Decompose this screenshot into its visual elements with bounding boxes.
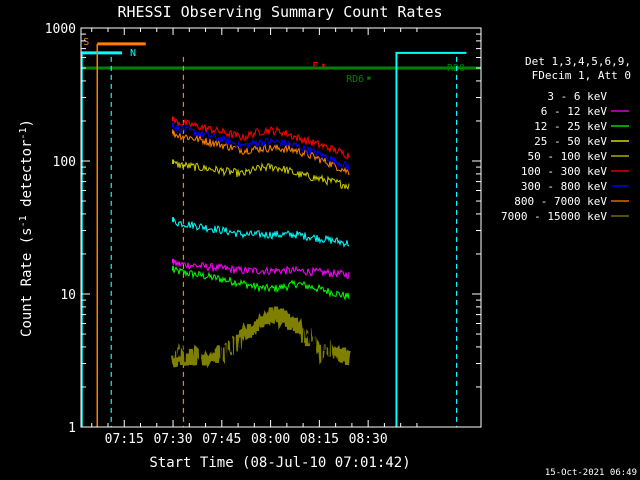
y-axis-label-sup2: -1 <box>18 127 29 139</box>
x-tick-label: 07:30 <box>153 432 192 447</box>
x-tick-label: 07:45 <box>202 432 241 447</box>
series-trace-green <box>172 265 350 301</box>
y-tick-label: 1 <box>68 421 76 436</box>
legend-header-line: Det 1,3,4,5,6,9, <box>525 55 631 68</box>
flag-label-rd6: RD6 <box>346 74 364 85</box>
y-tick-label: 100 <box>53 155 76 170</box>
series-trace-orange <box>172 131 350 176</box>
series-trace-blue <box>172 124 350 171</box>
y-tick-label: 1000 <box>45 22 76 37</box>
flag-label-n: N <box>130 48 136 59</box>
series-trace-cyan <box>172 217 350 249</box>
series-trace-black <box>172 313 353 421</box>
legend-entry-label: 100 - 300 keV <box>521 165 607 178</box>
y-axis-label-part1: Count Rate (s <box>19 227 35 337</box>
y-axis-label-part3: ) <box>19 119 35 127</box>
legend-header-line: FDecim 1, Att 0 <box>532 69 631 82</box>
legend-entry-label: 3 - 6 keV <box>547 90 607 103</box>
y-tick-label: 10 <box>60 288 76 303</box>
series-trace-yellow <box>172 160 350 190</box>
legend: Det 1,3,4,5,6,9,FDecim 1, Att 0 3 - 6 keV… <box>501 55 631 223</box>
x-tick-label: 07:15 <box>105 432 144 447</box>
series-trace-magenta <box>172 259 350 280</box>
cyan-flag-right <box>395 51 467 427</box>
y-axis-label: Count Rate (s-1 detector-1) <box>18 119 35 337</box>
chart-title: RHESSI Observing Summary Count Rates <box>117 3 442 21</box>
y-axis-label-sup1: -1 <box>18 215 29 227</box>
y-axis-label-part2: detector <box>19 140 35 216</box>
legend-entry-label: 25 - 50 keV <box>534 135 607 148</box>
legend-entry-label: 6 - 12 keV <box>541 105 608 118</box>
data-layer: SNFRD0RD6 <box>81 37 481 427</box>
x-axis-label: Start Time (08-Jul-10 07:01:42) <box>149 455 410 471</box>
legend-entry-label: 300 - 800 keV <box>521 180 607 193</box>
legend-entry-label: 7000 - 15000 keV <box>501 210 607 223</box>
x-tick-label: 08:15 <box>300 432 339 447</box>
x-tick-label: 08:00 <box>251 432 290 447</box>
footer-date: 15-Oct-2021 06:49 <box>545 468 637 478</box>
series-trace-olive <box>171 306 351 369</box>
legend-entry-label: 12 - 25 keV <box>534 120 607 133</box>
flag-label-s: S <box>83 37 89 48</box>
flag-label-f: F <box>312 61 318 72</box>
x-tick-label: 08:30 <box>349 432 388 447</box>
legend-entry-label: 50 - 100 keV <box>528 150 608 163</box>
plot-frame <box>80 27 482 428</box>
legend-entry-label: 800 - 7000 keV <box>514 195 607 208</box>
series-trace-red <box>172 116 350 160</box>
axes-layer: 07:15 07:30 07:45 08:00 08:15 08:30 1 10 100 1000 <box>45 22 481 447</box>
